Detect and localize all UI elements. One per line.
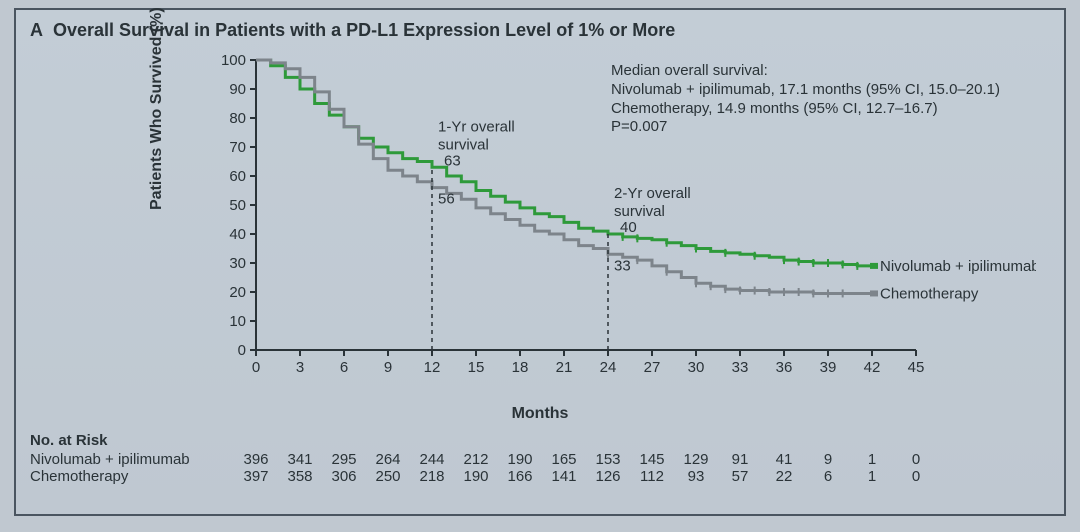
y-axis-label: Patients Who Survived (%) [148, 7, 166, 210]
svg-text:33: 33 [732, 359, 749, 376]
svg-text:15: 15 [468, 359, 485, 376]
svg-text:40: 40 [620, 219, 637, 236]
svg-text:1-Yr overall: 1-Yr overall [438, 118, 515, 135]
svg-text:0: 0 [252, 359, 260, 376]
median-text: Median overall survival:Nivolumab + ipil… [611, 62, 1000, 137]
svg-text:6: 6 [340, 359, 348, 376]
risk-cell: 145 [630, 451, 674, 468]
svg-text:80: 80 [229, 110, 246, 127]
svg-text:2-Yr overall: 2-Yr overall [614, 185, 691, 202]
svg-text:3: 3 [296, 359, 304, 376]
risk-cell: 295 [322, 451, 366, 468]
svg-text:12: 12 [424, 359, 441, 376]
risk-table-title: No. at Risk [30, 432, 1050, 449]
risk-cell: 153 [586, 451, 630, 468]
risk-cell: 0 [894, 468, 938, 485]
panel-title-text: Overall Survival in Patients with a PD-L… [53, 20, 675, 40]
svg-text:0: 0 [238, 342, 246, 359]
risk-row-name: Nivolumab + ipilimumab [30, 451, 240, 468]
panel-label: A [30, 20, 43, 40]
svg-text:21: 21 [556, 359, 573, 376]
svg-text:60: 60 [229, 168, 246, 185]
risk-cell: 264 [366, 451, 410, 468]
median-text-line: Nivolumab + ipilimumab, 17.1 months (95%… [611, 81, 1000, 100]
risk-cell: 218 [410, 468, 454, 485]
svg-text:9: 9 [384, 359, 392, 376]
risk-cell: 165 [542, 451, 586, 468]
svg-text:10: 10 [229, 313, 246, 330]
svg-text:Nivolumab + ipilimumab: Nivolumab + ipilimumab [880, 258, 1036, 275]
median-text-line: Chemotherapy, 14.9 months (95% CI, 12.7–… [611, 100, 1000, 119]
risk-cell: 397 [234, 468, 278, 485]
risk-cell: 22 [762, 468, 806, 485]
svg-text:63: 63 [444, 152, 461, 169]
risk-row: Chemotherapy 397358306250218190166141126… [30, 468, 1050, 485]
risk-cell: 306 [322, 468, 366, 485]
risk-cell: 1 [850, 451, 894, 468]
svg-text:survival: survival [438, 136, 489, 153]
risk-table: No. at Risk Nivolumab + ipilimumab 39634… [30, 432, 1050, 485]
risk-cell: 190 [498, 451, 542, 468]
svg-text:70: 70 [229, 139, 246, 156]
svg-text:50: 50 [229, 197, 246, 214]
svg-text:18: 18 [512, 359, 529, 376]
risk-cell: 190 [454, 468, 498, 485]
risk-cell: 129 [674, 451, 718, 468]
median-text-line: Median overall survival: [611, 62, 1000, 81]
svg-text:24: 24 [600, 359, 617, 376]
figure-panel: A Overall Survival in Patients with a PD… [14, 8, 1066, 516]
svg-text:survival: survival [614, 203, 665, 220]
svg-text:30: 30 [688, 359, 705, 376]
svg-text:90: 90 [229, 81, 246, 98]
risk-cell: 9 [806, 451, 850, 468]
risk-row-name: Chemotherapy [30, 468, 240, 485]
x-axis-label: Months [16, 405, 1064, 423]
risk-cell: 41 [762, 451, 806, 468]
svg-text:39: 39 [820, 359, 837, 376]
median-text-line: P=0.007 [611, 118, 1000, 137]
risk-cell: 244 [410, 451, 454, 468]
svg-text:40: 40 [229, 226, 246, 243]
risk-cell: 6 [806, 468, 850, 485]
risk-cell: 166 [498, 468, 542, 485]
risk-cell: 112 [630, 468, 674, 485]
risk-cell: 141 [542, 468, 586, 485]
risk-cell: 250 [366, 468, 410, 485]
svg-text:56: 56 [438, 191, 455, 208]
risk-cell: 358 [278, 468, 322, 485]
svg-text:27: 27 [644, 359, 661, 376]
km-plot: 0102030405060708090100036912151821242730… [216, 50, 1036, 390]
risk-cell: 0 [894, 451, 938, 468]
risk-row: Nivolumab + ipilimumab 39634129526424421… [30, 451, 1050, 468]
risk-cell: 126 [586, 468, 630, 485]
svg-text:42: 42 [864, 359, 881, 376]
risk-cell: 1 [850, 468, 894, 485]
svg-text:30: 30 [229, 255, 246, 272]
panel-title: A Overall Survival in Patients with a PD… [30, 20, 675, 41]
svg-text:33: 33 [614, 257, 631, 274]
risk-cell: 212 [454, 451, 498, 468]
svg-text:Chemotherapy: Chemotherapy [880, 285, 979, 302]
svg-text:45: 45 [908, 359, 925, 376]
svg-text:36: 36 [776, 359, 793, 376]
risk-cell: 57 [718, 468, 762, 485]
svg-text:100: 100 [221, 52, 246, 69]
risk-cell: 91 [718, 451, 762, 468]
svg-text:20: 20 [229, 284, 246, 301]
risk-cell: 341 [278, 451, 322, 468]
risk-cell: 93 [674, 468, 718, 485]
risk-cell: 396 [234, 451, 278, 468]
